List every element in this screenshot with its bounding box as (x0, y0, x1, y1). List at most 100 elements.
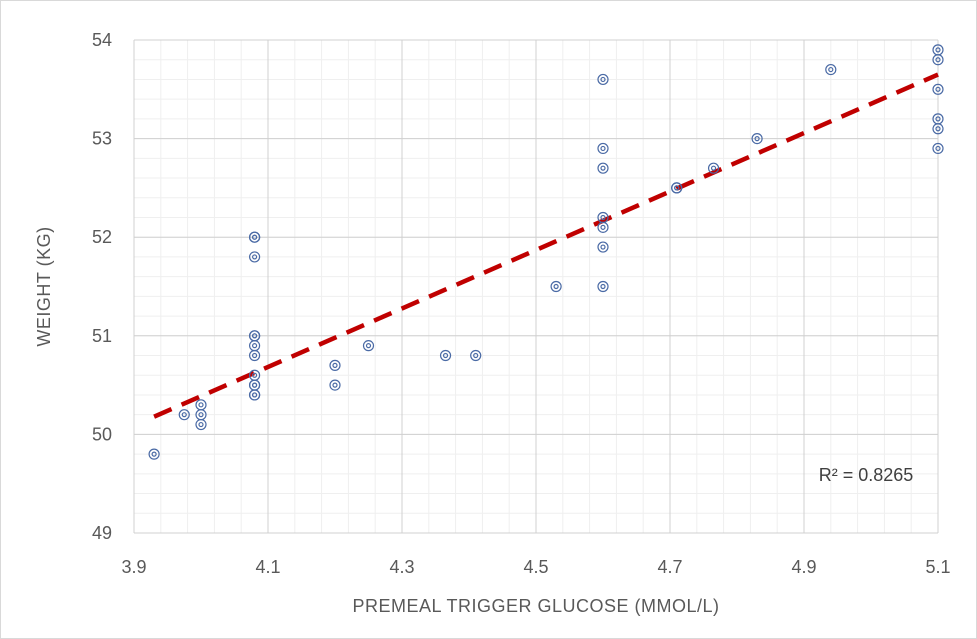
data-point (597, 241, 609, 253)
data-point-core (553, 283, 559, 290)
data-point (751, 133, 763, 145)
data-point-ring (195, 418, 207, 431)
data-point (249, 251, 261, 263)
data-point (597, 142, 609, 155)
data-point (597, 162, 609, 174)
data-point (439, 349, 452, 362)
y-tick-label: 51 (92, 326, 112, 346)
data-point (362, 340, 375, 352)
data-point-ring (751, 133, 763, 145)
y-axis-title: WEIGHT (KG) (34, 226, 54, 346)
data-point-ring (148, 448, 160, 460)
data-point (178, 409, 190, 421)
data-point (932, 123, 944, 135)
data-point-ring (597, 162, 609, 174)
data-point-core (935, 126, 941, 132)
data-point-core (181, 412, 187, 418)
x-tick-label: 4.9 (791, 557, 816, 577)
trendline-group (153, 72, 939, 419)
data-point-core (600, 165, 606, 171)
data-point-ring (178, 409, 190, 421)
data-point-core (252, 392, 258, 398)
data-point-core (198, 412, 204, 418)
data-point (932, 54, 944, 66)
data-points (148, 44, 944, 460)
data-point-ring (329, 379, 341, 391)
data-point-core (332, 382, 338, 388)
data-point-ring (597, 142, 609, 155)
data-point-ring (932, 54, 944, 66)
data-point-core (442, 352, 449, 359)
data-point (249, 231, 261, 243)
data-point-core (252, 333, 258, 339)
data-point-ring (249, 379, 261, 391)
data-point-core (828, 66, 834, 73)
data-point-ring (249, 340, 261, 352)
data-point-core (473, 352, 479, 359)
data-point (707, 162, 720, 174)
data-point-core (198, 421, 204, 428)
y-tick-label: 53 (92, 129, 112, 149)
data-point-ring (195, 399, 207, 411)
data-point-ring (249, 349, 261, 362)
data-point (597, 73, 609, 86)
data-point (195, 418, 207, 431)
y-tick-label: 50 (92, 424, 112, 444)
data-point (932, 83, 944, 95)
data-point (148, 448, 160, 460)
y-tick-label: 52 (92, 227, 112, 247)
data-point-core (252, 343, 258, 349)
data-point (249, 340, 261, 352)
data-point (329, 379, 341, 391)
data-point-core (600, 224, 606, 230)
data-point-core (600, 244, 606, 250)
data-point-ring (362, 340, 375, 352)
r-squared-label: R² = 0.8265 (819, 465, 914, 485)
data-point-ring (932, 123, 944, 135)
trendline (153, 72, 939, 419)
data-point-ring (825, 63, 837, 76)
y-tick-label: 49 (92, 523, 112, 543)
data-point-ring (249, 231, 261, 243)
data-point (249, 389, 261, 401)
x-tick-label: 4.7 (657, 557, 682, 577)
data-point-core (600, 76, 606, 83)
tick-labels: 3.9 4.1 4.3 4.5 4.7 4.9 5.1 49 50 51 52 53 54 (92, 30, 951, 577)
data-point (329, 359, 341, 371)
data-point-ring (597, 221, 609, 233)
data-point (249, 349, 261, 362)
x-tick-label: 4.5 (523, 557, 548, 577)
x-tick-label: 5.1 (925, 557, 950, 577)
data-point (671, 182, 683, 194)
data-point-core (754, 136, 760, 142)
data-point-ring (249, 251, 261, 263)
data-point (195, 399, 207, 411)
data-point-core (151, 451, 157, 457)
data-point-core (332, 362, 338, 368)
data-point-ring (671, 182, 683, 194)
data-point (597, 280, 609, 293)
data-point-core (935, 145, 941, 152)
data-point (470, 349, 482, 362)
x-tick-label: 4.3 (389, 557, 414, 577)
data-point (249, 379, 261, 391)
data-point-core (935, 57, 941, 63)
data-point-core (252, 352, 258, 359)
data-point-ring (597, 241, 609, 253)
data-point-ring (597, 73, 609, 86)
x-axis-title: PREMEAL TRIGGER GLUCOSE (MMOL/L) (352, 596, 719, 616)
data-point-ring (932, 83, 944, 95)
data-point-core (600, 214, 606, 221)
data-point-ring (329, 359, 341, 371)
data-point (932, 142, 944, 155)
data-point-core (252, 234, 258, 240)
data-point (597, 221, 609, 233)
data-point-core (710, 165, 717, 171)
data-point-core (252, 254, 258, 260)
data-point-core (935, 116, 941, 122)
data-point-core (600, 145, 606, 152)
data-point-core (600, 283, 606, 290)
data-point (550, 280, 562, 293)
data-point-ring (249, 389, 261, 401)
data-point-core (198, 402, 204, 408)
